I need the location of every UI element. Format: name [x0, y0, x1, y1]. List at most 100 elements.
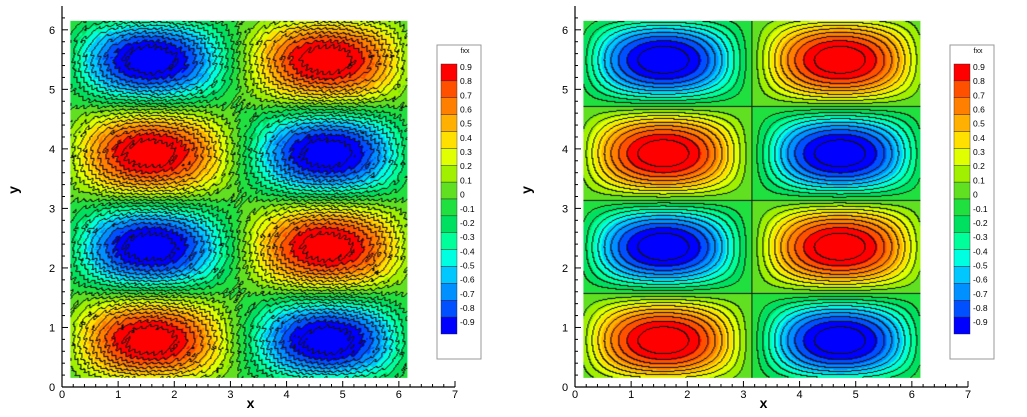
- legend-level-label: 0.8: [973, 76, 985, 86]
- x-tick-label: 3: [740, 389, 746, 401]
- y-tick-label: 3: [49, 203, 55, 215]
- legend-level-label: 0.6: [460, 105, 472, 115]
- legend-swatch: [440, 80, 458, 98]
- legend-level-label: 0.1: [973, 175, 985, 185]
- legend-swatch: [953, 181, 971, 200]
- legend-swatch: [953, 80, 971, 98]
- legend-level-label: 0: [973, 190, 978, 200]
- legend-level-label: 0.3: [460, 147, 472, 157]
- legend-swatch: [953, 148, 971, 166]
- y-tick-label: 2: [562, 263, 568, 275]
- legend-swatch: [953, 97, 971, 115]
- legend-level-label: 0.9: [973, 62, 985, 72]
- x-tick-label: 5: [340, 389, 346, 401]
- x-tick-label: 7: [452, 389, 458, 401]
- y-tick-label: 5: [49, 84, 55, 96]
- y-tick-label: 0: [49, 382, 55, 394]
- x-tick-label: 3: [227, 389, 233, 401]
- legend-swatch: [440, 165, 458, 183]
- legend-level-label: -0.4: [460, 246, 475, 256]
- legend-level-label: -0.3: [973, 232, 988, 242]
- legend-level-label: -0.6: [460, 275, 475, 285]
- x-tick-label: 4: [284, 389, 290, 401]
- legend-level-label: 0.7: [460, 90, 472, 100]
- legend-level-label: 0.5: [460, 119, 472, 129]
- legend-swatch: [953, 232, 971, 250]
- contour-chart-right: 0 1 2 3 4 5 6 7 0 1 2 3 4 5 6 x y fxx 0.9 0.8 0.7 0.6 0.5 0.4 0.…: [518, 6, 995, 411]
- x-tick-label: 5: [853, 389, 859, 401]
- legend-swatch: [440, 266, 458, 284]
- y-tick-label: 0: [562, 382, 568, 394]
- x-tick-label: 4: [797, 389, 803, 401]
- legend-swatch: [440, 198, 458, 217]
- x-tick-label: 2: [684, 389, 690, 401]
- legend-level-label: -0.1: [460, 204, 475, 214]
- legend-swatch: [440, 97, 458, 115]
- legend-level-label: -0.4: [973, 246, 988, 256]
- legend-level-label: 0.1: [460, 175, 472, 185]
- legend-level-label: -0.8: [460, 303, 475, 313]
- legend-swatch: [953, 266, 971, 284]
- legend-swatch: [440, 215, 458, 233]
- legend-level-label: 0.5: [973, 119, 985, 129]
- legend-swatch: [953, 283, 971, 301]
- y-tick-label: 3: [562, 203, 568, 215]
- legend-level-label: -0.5: [460, 260, 475, 270]
- legend-level-label: -0.7: [460, 289, 475, 299]
- legend-level-label: -0.6: [973, 275, 988, 285]
- chart-panel-left: 0 1 2 3 4 5 6 7 0 1 2 3 4 5 6 x y fxx 0.9 0.8 0.7 0.6 0.5 0.4 0.…: [0, 0, 513, 412]
- legend-level-label: -0.3: [460, 232, 475, 242]
- legend-swatch: [953, 165, 971, 183]
- x-tick-label: 1: [628, 389, 634, 401]
- x-tick-label: 0: [59, 389, 65, 401]
- y-tick-label: 5: [562, 84, 568, 96]
- contour-field: [70, 20, 408, 378]
- y-tick-label: 6: [562, 25, 568, 37]
- legend-swatch: [953, 63, 971, 82]
- y-axis-label: y: [5, 186, 21, 194]
- legend-level-label: 0.4: [973, 133, 985, 143]
- y-tick-label: 1: [49, 322, 55, 334]
- legend-swatch: [440, 63, 458, 82]
- y-tick-label: 4: [562, 144, 568, 156]
- legend-level-label: 0.9: [460, 62, 472, 72]
- x-axis-label: x: [247, 395, 255, 411]
- legend-swatch: [440, 148, 458, 166]
- legend-level-label: -0.9: [973, 317, 988, 327]
- y-tick-label: 1: [562, 322, 568, 334]
- x-axis-label: x: [760, 395, 768, 411]
- contour-field: [583, 20, 921, 378]
- legend-swatch: [440, 300, 458, 318]
- x-tick-label: 6: [909, 389, 915, 401]
- legend-level-label: -0.7: [973, 289, 988, 299]
- legend-swatch: [440, 114, 458, 132]
- legend-level-label: 0.3: [973, 147, 985, 157]
- legend-level-label: 0.8: [460, 76, 472, 86]
- legend-level-label: 0.7: [973, 90, 985, 100]
- x-tick-label: 7: [965, 389, 971, 401]
- legend-swatch: [440, 232, 458, 250]
- legend-level-label: 0: [460, 190, 465, 200]
- legend-title: fxx: [974, 48, 983, 55]
- legend-swatch: [953, 198, 971, 217]
- legend-swatch: [953, 249, 971, 267]
- legend-swatch: [440, 283, 458, 301]
- legend-swatch: [953, 300, 971, 318]
- legend-swatch: [953, 215, 971, 233]
- y-axis-label: y: [518, 186, 534, 194]
- legend-swatch: [440, 316, 458, 335]
- legend-swatch: [953, 316, 971, 335]
- legend-level-label: 0.2: [973, 161, 985, 171]
- legend-swatch: [953, 114, 971, 132]
- legend-level-label: 0.6: [973, 105, 985, 115]
- y-tick-label: 6: [49, 25, 55, 37]
- chart-panel-right: 0 1 2 3 4 5 6 7 0 1 2 3 4 5 6 x y fxx 0.9 0.8 0.7 0.6 0.5 0.4 0.…: [513, 0, 1026, 412]
- legend-level-label: 0.4: [460, 133, 472, 143]
- legend-swatch: [440, 131, 458, 149]
- legend-level-label: -0.5: [973, 260, 988, 270]
- contour-chart-left: 0 1 2 3 4 5 6 7 0 1 2 3 4 5 6 x y fxx 0.9 0.8 0.7 0.6 0.5 0.4 0.…: [5, 6, 482, 411]
- x-tick-label: 1: [115, 389, 121, 401]
- legend-level-label: -0.9: [460, 317, 475, 327]
- y-tick-label: 2: [49, 263, 55, 275]
- legend-level-label: -0.2: [460, 218, 475, 228]
